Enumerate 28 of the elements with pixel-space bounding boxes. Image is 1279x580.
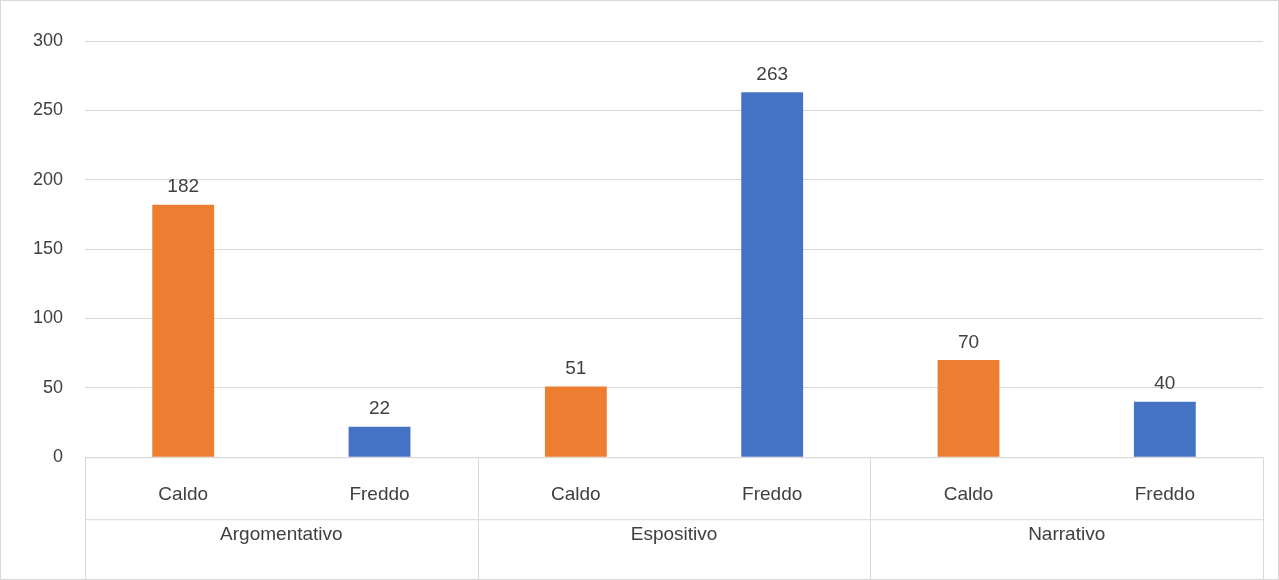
x-tick-label: Caldo (158, 482, 209, 504)
y-tick-label: 100 (32, 307, 64, 328)
data-label: 40 (1154, 372, 1176, 394)
text: Argomentativo (220, 523, 343, 545)
y-tick-label: 0 (53, 446, 64, 467)
y-tick-label: 250 (32, 99, 64, 120)
x-tick-label: Caldo (551, 482, 601, 504)
data-label: 182 (167, 175, 200, 197)
text: Narrativo (1028, 523, 1106, 545)
data-label: 263 (756, 63, 789, 85)
bar (1133, 401, 1196, 457)
bar (544, 386, 607, 457)
bar (741, 92, 804, 457)
x-tick-label: Freddo (742, 482, 803, 504)
y-tick-label: 50 (43, 376, 64, 397)
y-tick-label: 300 (32, 29, 64, 50)
data-label: 22 (368, 397, 391, 419)
x-tick-label: Freddo (1134, 482, 1195, 504)
bar (348, 426, 411, 457)
text: Espositivo (630, 523, 718, 545)
bar (152, 204, 215, 457)
y-tick-label: 200 (32, 168, 64, 189)
bar (937, 360, 1000, 457)
x-tick-label: Freddo (349, 482, 410, 504)
y-tick-label: 150 (32, 238, 64, 259)
x-tick-label: Caldo (943, 482, 994, 504)
data-label: 51 (565, 357, 587, 379)
data-label: 70 (957, 330, 980, 352)
